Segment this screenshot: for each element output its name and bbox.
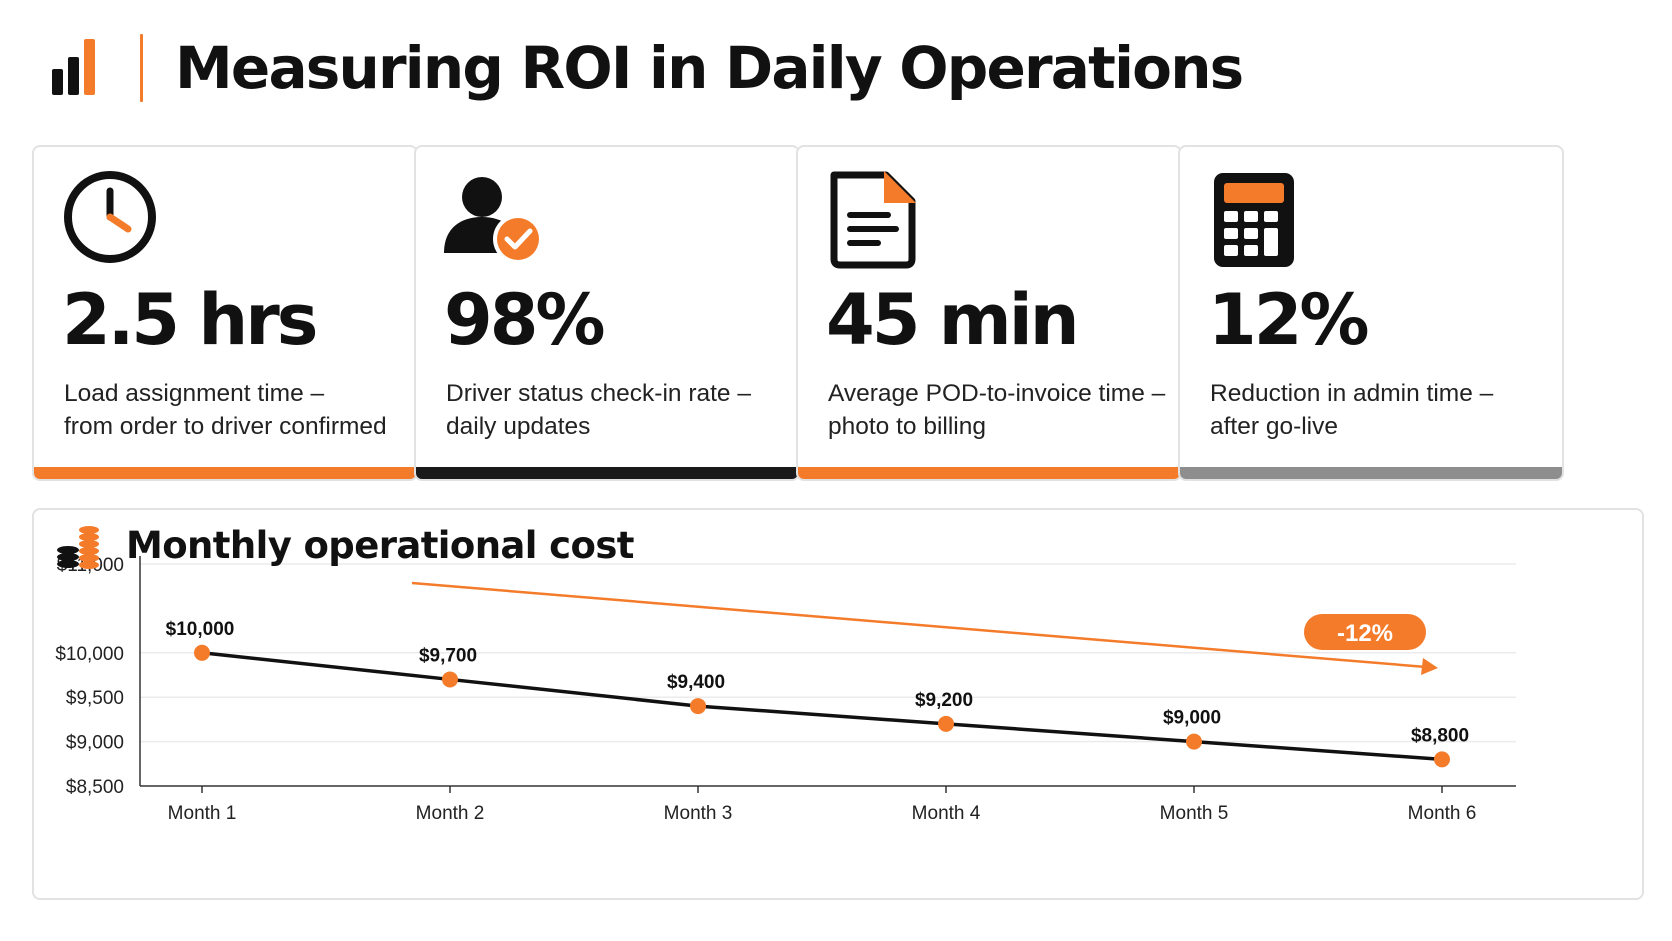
coins-icon xyxy=(56,524,106,572)
kpi-metric: 98% xyxy=(444,279,606,361)
data-label: $9,400 xyxy=(667,672,725,693)
page-header: Measuring ROI in Daily Operations xyxy=(52,30,1244,106)
chart-title: Monthly operational cost xyxy=(126,524,634,567)
page-title: Measuring ROI in Daily Operations xyxy=(175,34,1244,102)
data-point xyxy=(690,698,706,715)
data-label: $9,200 xyxy=(915,690,973,711)
kpi-card-driver-checkin: 98% Driver status check-in rate – daily … xyxy=(414,145,800,481)
x-tick-label: Month 1 xyxy=(168,803,237,824)
x-tick-label: Month 2 xyxy=(416,803,485,824)
series-line xyxy=(201,651,1443,762)
x-tick-label: Month 6 xyxy=(1408,803,1477,824)
kpi-desc-line: from order to driver confirmed xyxy=(64,413,387,440)
kpi-metric: 45 min xyxy=(826,279,1080,361)
kpi-desc-line: Average POD-to-invoice time – xyxy=(828,380,1166,407)
data-point xyxy=(442,671,458,688)
document-icon xyxy=(826,167,936,277)
kpi-description: Reduction in admin time – after go-live xyxy=(1210,377,1550,443)
calculator-icon xyxy=(1208,167,1318,277)
kpi-description: Driver status check-in rate – daily upda… xyxy=(446,377,786,443)
kpi-description: Average POD-to-invoice time – photo to b… xyxy=(828,377,1168,443)
data-label: $10,000 xyxy=(166,619,235,640)
trend-arrowhead xyxy=(1421,658,1438,675)
data-label: $8,800 xyxy=(1411,725,1469,746)
card-accent-bar xyxy=(1180,467,1562,479)
kpi-desc-line: Driver status check-in rate – xyxy=(446,380,751,407)
kpi-description: Load assignment time – from order to dri… xyxy=(64,377,404,443)
card-accent-bar xyxy=(416,467,798,479)
data-point xyxy=(1434,751,1450,768)
x-tick-label: Month 4 xyxy=(912,803,981,824)
kpi-desc-line: after go-live xyxy=(1210,413,1339,440)
x-tick-label: Month 5 xyxy=(1160,803,1229,824)
kpi-desc-line: photo to billing xyxy=(828,413,987,440)
user-check-icon xyxy=(444,167,554,277)
data-point xyxy=(194,644,210,661)
card-accent-bar xyxy=(34,467,416,479)
clock-icon xyxy=(62,167,172,277)
card-accent-bar xyxy=(798,467,1180,479)
kpi-desc-line: daily updates xyxy=(446,413,591,440)
data-point xyxy=(938,715,954,732)
kpi-card-admin-time: 12% Reduction in admin time – after go-l… xyxy=(1178,145,1564,481)
kpi-cards: 2.5 hrs Load assignment time – from orde… xyxy=(32,145,1644,481)
y-tick-label: $10,000 xyxy=(55,644,124,665)
data-label: $9,700 xyxy=(419,645,477,666)
kpi-card-pod-to-invoice: 45 min Average POD-to-invoice time – pho… xyxy=(796,145,1182,481)
trend-arrow-line xyxy=(411,581,1427,669)
y-tick-label: $8,500 xyxy=(66,777,124,798)
kpi-card-load-assignment: 2.5 hrs Load assignment time – from orde… xyxy=(32,145,418,481)
kpi-metric: 12% xyxy=(1208,279,1370,361)
x-tick-label: Month 3 xyxy=(664,803,733,824)
kpi-desc-line: Load assignment time – xyxy=(64,380,325,407)
trend-badge xyxy=(1304,614,1426,650)
y-tick-label: $9,000 xyxy=(66,733,124,754)
data-point xyxy=(1186,733,1202,750)
bar-chart-icon xyxy=(52,37,112,99)
header-divider xyxy=(140,34,143,102)
y-tick-label: $9,500 xyxy=(66,688,124,709)
data-label: $9,000 xyxy=(1163,708,1221,729)
kpi-metric: 2.5 hrs xyxy=(62,279,318,361)
trend-badge-label: -12% xyxy=(1337,620,1393,647)
kpi-desc-line: Reduction in admin time – xyxy=(1210,380,1494,407)
